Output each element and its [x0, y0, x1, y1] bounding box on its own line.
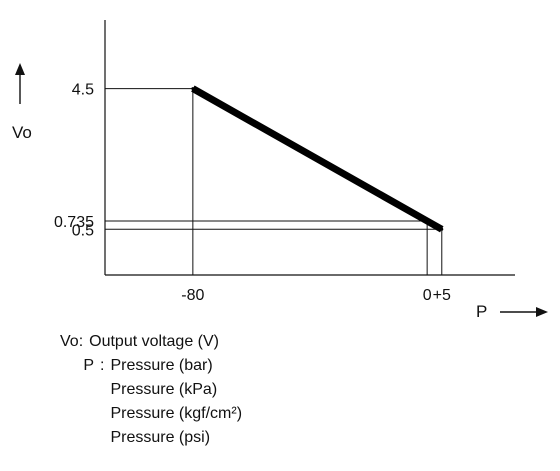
- pressure-voltage-line: [191, 85, 444, 233]
- legend-row-vo: Vo : Output voltage (V): [60, 330, 380, 354]
- legend-p-item: Pressure (bar): [110, 357, 213, 374]
- legend-p-item: Pressure (psi): [110, 429, 211, 446]
- legend-p-item: Pressure (kgf/cm²): [110, 405, 243, 422]
- legend-vo-text: Output voltage (V): [89, 333, 219, 350]
- tick-labels: -80 4.5 0 0.735 +5 0.5: [54, 82, 451, 304]
- legend: Vo : Output voltage (V) P : Pressure (ba…: [60, 330, 380, 450]
- up-arrow-icon: [15, 63, 25, 75]
- reference-lines: [105, 88, 443, 275]
- y-tick-label: 4.5: [72, 82, 94, 99]
- legend-vo-key: Vo: [60, 333, 79, 350]
- data-points: [191, 87, 444, 231]
- legend-p-key: P: [83, 357, 94, 374]
- right-arrow-icon: [536, 307, 548, 317]
- y-tick-label: 0.735: [54, 214, 94, 231]
- x-tick-label: 0: [423, 287, 432, 304]
- data-point: [425, 219, 429, 223]
- x-tick-label: +5: [433, 287, 451, 304]
- data-point: [440, 227, 444, 231]
- legend-p-item: Pressure (kPa): [110, 381, 218, 398]
- legend-vo-separator: :: [78, 333, 84, 350]
- legend-row-p: P : Pressure (bar) Pressure (kPa) Pressu…: [60, 354, 380, 450]
- y-axis-label: Vo: [12, 123, 32, 142]
- y-tick-label: 0.5: [72, 222, 94, 239]
- legend-p-separator: :: [100, 357, 105, 374]
- data-point: [191, 87, 195, 91]
- x-axis-label: P: [476, 302, 487, 321]
- legend-p-items: Pressure (bar) Pressure (kPa) Pressure (…: [110, 354, 242, 450]
- x-tick-label: -80: [181, 287, 204, 304]
